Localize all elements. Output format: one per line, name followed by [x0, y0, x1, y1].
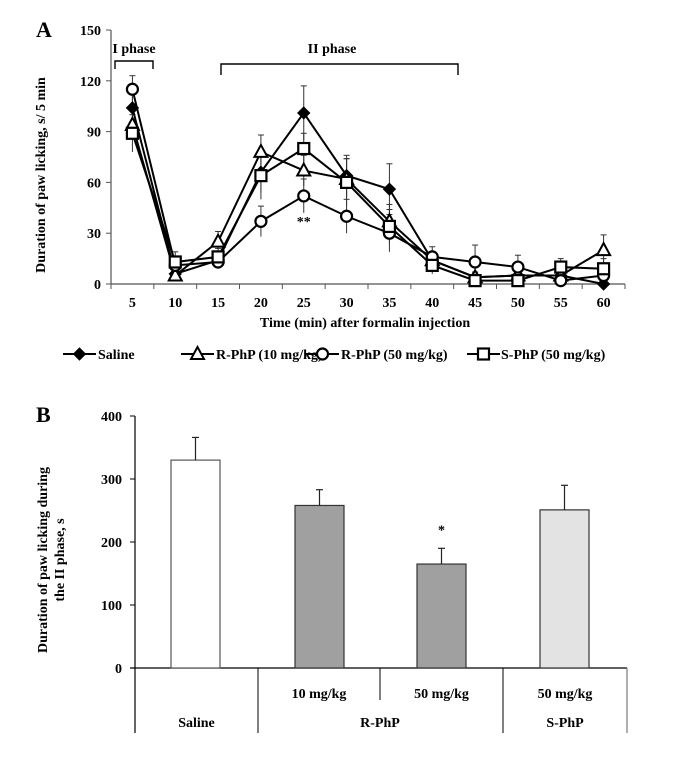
- x-tick-label: 55: [554, 296, 568, 311]
- x-tick-label: 5: [129, 296, 136, 311]
- data-point: [297, 141, 311, 156]
- data-point: [596, 262, 611, 276]
- data-point: [425, 258, 439, 272]
- data-point: [297, 189, 311, 203]
- y-axis-title: Duration of paw licking during the II pha…: [36, 467, 68, 653]
- group-label: S-PhP: [546, 716, 584, 731]
- x-tick-label: 30: [340, 296, 354, 311]
- y-tick-label: 200: [101, 536, 122, 551]
- y-tick-label: 300: [101, 473, 122, 488]
- y-tick-label: 30: [87, 227, 101, 242]
- y-tick-label: 150: [80, 24, 101, 39]
- significance-marker: **: [297, 215, 311, 230]
- data-point: [382, 219, 397, 234]
- legend-item: S-PhP (50 mg/kg): [467, 347, 606, 363]
- legend-label: R-PhP (50 mg/kg): [341, 348, 448, 363]
- phase-2-bracket: [220, 63, 459, 75]
- data-point: [554, 274, 568, 288]
- series-line: [131, 132, 604, 282]
- legend-label: R-PhP (10 mg/kg): [216, 348, 323, 363]
- y-tick-label: 0: [115, 662, 122, 677]
- data-point: [168, 255, 182, 269]
- legend-marker: [72, 347, 87, 361]
- y-tick-label: 0: [94, 278, 101, 293]
- dose-label: 50 mg/kg: [414, 687, 469, 702]
- series-line: [131, 89, 604, 282]
- data-point: [339, 209, 354, 223]
- panel-label-a: A: [36, 17, 52, 42]
- legend-marker: [476, 347, 491, 361]
- chart-b: 0 100 200 300 400 Duration of paw licking dur…: [36, 410, 628, 733]
- series-line: [131, 107, 604, 285]
- panel-label-b: B: [36, 402, 51, 427]
- data-point: [554, 260, 568, 274]
- data-point: [254, 214, 268, 228]
- x-tick-label: 35: [382, 296, 396, 311]
- y-axis-title-line: Duration of paw licking during: [36, 467, 51, 653]
- data-point: [468, 255, 482, 269]
- group-label: Saline: [178, 716, 215, 731]
- data-point: [295, 161, 312, 177]
- dose-label: 10 mg/kg: [292, 687, 347, 702]
- significance-marker: *: [438, 523, 445, 538]
- data-point: [595, 241, 612, 257]
- data-point: [167, 266, 184, 282]
- legend: Saline R-PhP (10 mg/kg) R-PhP (50 mg/kg) S-…: [63, 344, 606, 363]
- bar: [416, 563, 467, 669]
- x-axis-title: Time (min) after formalin injection: [260, 316, 470, 331]
- legend-label: S-PhP (50 mg/kg): [501, 348, 606, 363]
- legend-marker: [189, 344, 206, 360]
- data-point: [511, 274, 525, 288]
- x-tick-label: 60: [597, 296, 611, 311]
- bar: [539, 509, 590, 669]
- data-point: [209, 232, 227, 248]
- y-axis-title-line: the II phase, s: [53, 518, 68, 602]
- data-point: [511, 260, 525, 274]
- y-tick-label: 400: [101, 410, 122, 425]
- series-line: [131, 124, 605, 279]
- data-point: [297, 106, 311, 120]
- phase-1-label: I phase: [112, 42, 155, 57]
- y-tick-label: 100: [101, 599, 122, 614]
- chart-a: 0 30 60 90 120 150 5 10 15 20 25 30 35 40 45 50 55 60 Time…: [34, 24, 626, 363]
- x-tick-label: 15: [211, 296, 225, 311]
- x-tick-label: 50: [511, 296, 525, 311]
- data-point: [125, 82, 140, 96]
- data-point: [254, 169, 268, 183]
- data-point: [468, 274, 482, 288]
- legend-marker: [315, 347, 330, 361]
- bar: [294, 504, 345, 669]
- data-point: [211, 250, 225, 264]
- x-tick-label: 20: [254, 296, 268, 311]
- x-tick-label: 45: [468, 296, 482, 311]
- data-point: [125, 126, 140, 140]
- data-point: [125, 101, 140, 115]
- x-tick-label: 40: [425, 296, 439, 311]
- x-tick-label: 10: [168, 296, 182, 311]
- y-tick-label: 120: [80, 75, 101, 90]
- bar: [170, 459, 221, 669]
- y-axis-title: Duration of paw licking, s/ 5 min: [34, 77, 49, 273]
- legend-label: Saline: [98, 348, 135, 363]
- y-tick-label: 90: [87, 126, 101, 141]
- x-tick-label: 25: [297, 296, 311, 311]
- phase-2-label: II phase: [308, 42, 357, 57]
- phase-1-bracket: [114, 60, 154, 69]
- legend-item: R-PhP (10 mg/kg): [181, 344, 323, 363]
- data-point: [252, 142, 270, 158]
- group-label: R-PhP: [360, 716, 400, 731]
- data-point: [339, 175, 354, 189]
- legend-item: R-PhP (50 mg/kg): [306, 347, 448, 363]
- y-tick-label: 60: [87, 176, 101, 191]
- dose-label: 50 mg/kg: [538, 687, 593, 702]
- legend-item: Saline: [63, 347, 135, 363]
- data-point: [382, 182, 397, 196]
